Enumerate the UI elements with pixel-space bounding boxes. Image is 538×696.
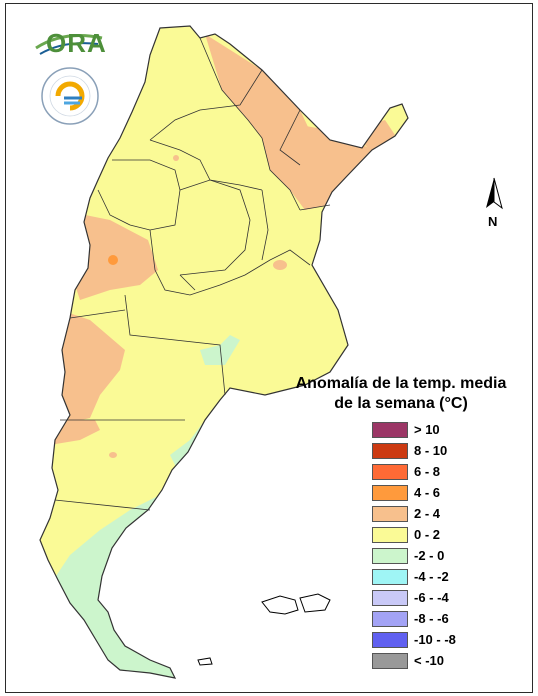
legend-label: 0 - 2 bbox=[414, 527, 441, 542]
legend-item: > 10 bbox=[372, 419, 456, 440]
legend-item: -4 - -2 bbox=[372, 566, 456, 587]
legend-title-line1: Anomalía de la temp. media bbox=[295, 375, 507, 392]
legend-swatch bbox=[372, 421, 408, 438]
legend-item: 6 - 8 bbox=[372, 461, 456, 482]
north-label: N bbox=[488, 214, 498, 229]
legend-label: -2 - 0 bbox=[414, 548, 445, 563]
legend-swatch bbox=[372, 610, 408, 627]
legend-item: -6 - -4 bbox=[372, 587, 456, 608]
anomaly-spot-east bbox=[273, 260, 287, 270]
south-islands bbox=[197, 657, 213, 666]
legend-item: -10 - -8 bbox=[372, 629, 456, 650]
legend-label: < -10 bbox=[414, 653, 444, 668]
anomaly-zone-northeast bbox=[262, 125, 372, 210]
legend-title: Anomalía de la temp. media de la semana … bbox=[286, 374, 516, 414]
legend-label: 4 - 6 bbox=[414, 485, 441, 500]
legend-label: 8 - 10 bbox=[414, 443, 448, 458]
north-arrow bbox=[486, 177, 503, 210]
smn-logo bbox=[41, 67, 99, 125]
legend-swatch bbox=[372, 505, 408, 522]
ora-logo bbox=[35, 34, 103, 55]
legend-label: -6 - -4 bbox=[414, 590, 449, 605]
legend-item: 0 - 2 bbox=[372, 524, 456, 545]
anomaly-spot-4-6 bbox=[108, 255, 118, 265]
legend-label: -4 - -2 bbox=[414, 569, 449, 584]
legend-swatch bbox=[372, 526, 408, 543]
legend-label: 2 - 4 bbox=[414, 506, 441, 521]
legend-item: -8 - -6 bbox=[372, 608, 456, 629]
legend-swatch bbox=[372, 547, 408, 564]
legend: > 10 8 - 10 6 - 8 4 - 6 2 - 4 0 - 2 -2 - 0 -4 -… bbox=[372, 419, 456, 671]
anomaly-zone-west-patagonia bbox=[55, 310, 125, 425]
legend-label: -8 - -6 bbox=[414, 611, 449, 626]
map-frame bbox=[5, 3, 533, 693]
legend-swatch bbox=[372, 631, 408, 648]
falkland-islands bbox=[261, 593, 331, 615]
province-borders bbox=[39, 25, 409, 679]
legend-swatch bbox=[372, 589, 408, 606]
anomaly-spot-north bbox=[173, 155, 179, 161]
legend-title-line2: de la semana (°C) bbox=[334, 395, 468, 412]
legend-swatch bbox=[372, 442, 408, 459]
legend-item: 8 - 10 bbox=[372, 440, 456, 461]
legend-swatch bbox=[372, 484, 408, 501]
legend-swatch bbox=[372, 652, 408, 669]
legend-item: 2 - 4 bbox=[372, 503, 456, 524]
legend-label: -10 - -8 bbox=[414, 632, 456, 647]
legend-item: 4 - 6 bbox=[372, 482, 456, 503]
legend-label: > 10 bbox=[414, 422, 440, 437]
legend-swatch bbox=[372, 568, 408, 585]
anomaly-spot-south bbox=[109, 452, 117, 458]
anomaly-zone-center bbox=[200, 335, 240, 365]
ora-logo-text: ORA bbox=[46, 28, 107, 58]
legend-swatch bbox=[372, 463, 408, 480]
legend-item: -2 - 0 bbox=[372, 545, 456, 566]
legend-label: 6 - 8 bbox=[414, 464, 441, 479]
legend-item: < -10 bbox=[372, 650, 456, 671]
